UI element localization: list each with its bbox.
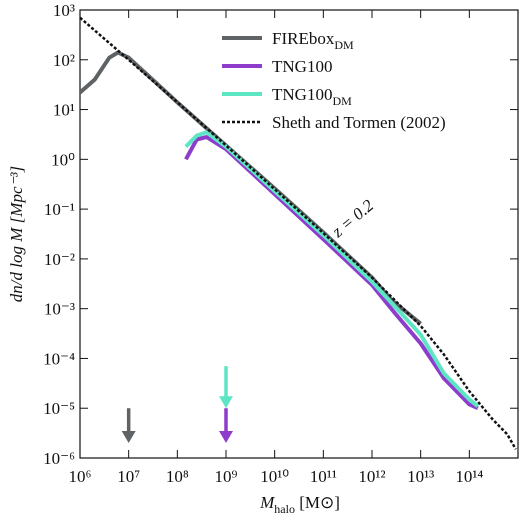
- plot-frame: [79, 9, 519, 459]
- legend-name: FIREbox: [272, 29, 335, 48]
- y-tick-label: 10¹: [53, 101, 75, 120]
- y-tick-label: 10⁻³: [44, 300, 75, 319]
- legend-label: TNG100: [272, 57, 332, 76]
- arrow-head: [121, 431, 136, 444]
- x-tick-label: 10¹⁴: [455, 467, 483, 486]
- y-tick-label: 10⁰: [51, 150, 75, 169]
- series-line: [184, 130, 480, 408]
- legend-name: Sheth and Tormen (2002): [272, 113, 446, 132]
- x-tick-label: 10⁹: [215, 467, 238, 486]
- y-tick-label: 10⁻⁶: [43, 449, 75, 468]
- legend-name: TNG100: [272, 85, 332, 104]
- arrow-head: [219, 431, 233, 444]
- legend-sub: DM: [332, 94, 352, 108]
- legend-label: Sheth and Tormen (2002): [272, 113, 446, 132]
- legend-label: FIREboxDM: [272, 29, 354, 52]
- legend-name: TNG100: [272, 57, 332, 76]
- y-axis-label: dn/d log M [Mpc⁻³]: [7, 166, 26, 302]
- x-label-main: M: [259, 493, 275, 512]
- y-tick-label: 10⁻⁴: [43, 349, 75, 368]
- x-tick-label: 10⁸: [166, 467, 189, 486]
- y-tick-label: 10⁻¹: [44, 200, 75, 219]
- legend-sub: DM: [334, 38, 354, 52]
- y-tick-label: 10⁻²: [44, 250, 75, 269]
- y-tick-label: 10³: [53, 1, 75, 20]
- legend-label: TNG100DM: [272, 85, 352, 108]
- y-tick-label: 10⁻⁵: [43, 399, 75, 418]
- y-tick-label: 10²: [53, 51, 75, 70]
- x-tick-label: 10¹²: [358, 467, 385, 486]
- x-tick-label: 10⁶: [69, 467, 92, 486]
- x-tick-label: 10¹⁰: [260, 467, 289, 486]
- x-tick-label: 10⁷: [117, 467, 140, 486]
- x-label-rest: [M⊙]: [295, 493, 340, 512]
- x-label-sub: halo: [274, 502, 295, 516]
- series-line: [79, 16, 517, 450]
- series-line: [184, 135, 479, 411]
- annotation: z = 0.2: [328, 195, 378, 241]
- arrow-head: [219, 396, 233, 409]
- x-axis-label: Mhalo [M⊙]: [259, 493, 340, 516]
- x-tick-label: 10¹¹: [310, 467, 337, 486]
- x-tick-label: 10¹³: [407, 467, 434, 486]
